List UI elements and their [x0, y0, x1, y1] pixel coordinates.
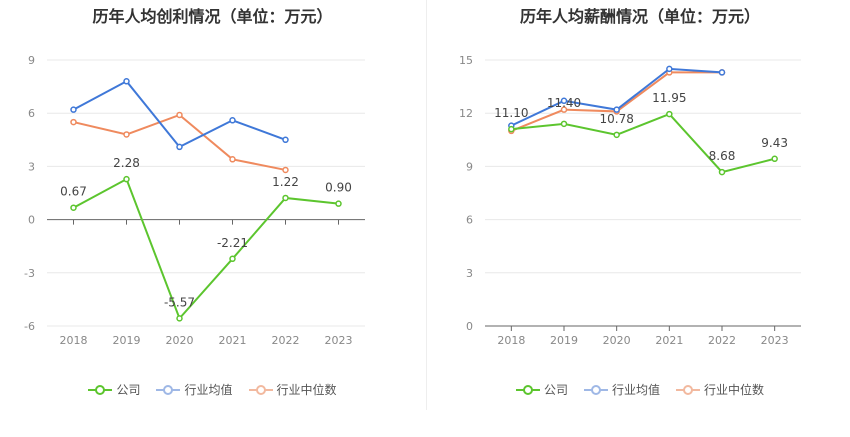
y-tick-label: 3: [28, 160, 35, 173]
x-tick-label: 2019: [113, 334, 141, 347]
data-point: [70, 118, 77, 126]
data-point: [229, 117, 236, 124]
y-tick-label: 6: [466, 214, 473, 227]
profit-chart-panel: 历年人均创利情况（单位：万元） 9 6 3 0 -3 -6 2018 2019 2020 2021…: [0, 7, 425, 398]
data-point: [335, 200, 342, 207]
data-label: -2.21: [217, 236, 248, 250]
y-tick-label: 12: [459, 107, 473, 120]
y-tick-label: 15: [459, 54, 473, 67]
data-point: [282, 194, 289, 202]
data-point: [560, 120, 568, 128]
salary-chart-panel: 历年人均薪酬情况（单位：万元） 15 12 9 6 3 0 2018 2019 2020 2021…: [430, 0, 850, 437]
data-point: [123, 131, 130, 138]
data-point: [718, 69, 726, 76]
x-tick-label: 2018: [497, 334, 525, 347]
data-label: 11.10: [494, 106, 528, 120]
data-point: [176, 111, 183, 119]
legend-item-industry-median[interactable]: 行业中位数: [248, 381, 337, 398]
x-tick-label: 2022: [708, 334, 736, 347]
legend-marker-icon: [248, 384, 273, 395]
x-tick-label: 2018: [60, 334, 88, 347]
data-point: [123, 175, 130, 183]
legend: 公司 行业均值 行业中位数: [430, 381, 850, 398]
panel-divider: [426, 0, 427, 410]
data-point: [123, 78, 130, 85]
profit-chart: 9 6 3 0 -3 -6 2018 2019 2020 2021 2022 2023 0.67 2.28…: [24, 54, 365, 347]
legend-marker-icon: [583, 384, 608, 395]
data-point: [176, 143, 183, 151]
data-point: [70, 106, 77, 113]
x-tick-label: 2022: [272, 334, 300, 347]
data-point: [70, 204, 77, 211]
x-tick-label: 2021: [655, 334, 683, 347]
data-point: [560, 97, 568, 105]
legend-label: 公司: [116, 383, 141, 397]
data-point: [229, 156, 236, 163]
data-label: 10.78: [599, 112, 633, 126]
x-tick-label: 2023: [325, 334, 353, 347]
data-label: 11.40: [547, 96, 581, 110]
data-point: [282, 166, 289, 174]
legend-item-industry-median[interactable]: 行业中位数: [676, 381, 764, 398]
x-tick-label: 2021: [219, 334, 247, 347]
data-label: 9.43: [761, 136, 788, 150]
y-tick-label: -3: [24, 267, 35, 280]
y-tick-label: 3: [466, 267, 473, 280]
series-line: [73, 177, 339, 321]
legend-item-industry-mean[interactable]: 行业均值: [583, 381, 660, 398]
data-label: 0.90: [325, 181, 352, 195]
legend-marker-icon: [156, 384, 181, 395]
data-label: 11.95: [652, 91, 686, 105]
data-label: -5.57: [164, 295, 195, 309]
data-label: 1.22: [272, 175, 299, 189]
series-line: [511, 112, 775, 174]
legend-label: 行业均值: [611, 383, 660, 397]
legend-label: 行业均值: [184, 383, 233, 397]
legend-marker-icon: [88, 384, 113, 395]
x-tick-label: 2019: [550, 334, 578, 347]
y-tick-label: 6: [28, 107, 35, 120]
x-tick-label: 2020: [603, 334, 631, 347]
data-point: [229, 255, 236, 263]
data-point: [560, 106, 568, 113]
legend-item-company[interactable]: 公司: [515, 381, 568, 398]
x-tick-label: 2023: [761, 334, 789, 347]
x-tick-label: 2020: [166, 334, 194, 347]
data-point: [282, 136, 289, 144]
data-point: [176, 315, 183, 322]
legend-label: 行业中位数: [704, 383, 765, 397]
legend: 公司 行业均值 行业中位数: [0, 381, 425, 398]
legend-marker-icon: [676, 384, 700, 395]
y-tick-label: -6: [24, 320, 35, 333]
data-point: [613, 106, 620, 113]
data-point: [718, 168, 726, 176]
legend-item-company[interactable]: 公司: [88, 381, 140, 398]
chart-title: 历年人均创利情况（单位：万元）: [92, 7, 333, 26]
y-tick-label: 0: [466, 320, 473, 333]
legend-label: 行业中位数: [276, 383, 337, 397]
data-label: 0.67: [60, 185, 87, 199]
y-tick-label: 9: [466, 160, 473, 173]
data-point: [613, 131, 620, 139]
data-point: [666, 65, 673, 73]
data-point: [666, 110, 673, 118]
series-line: [73, 113, 286, 171]
legend-item-industry-mean[interactable]: 行业均值: [156, 381, 233, 398]
data-label: 2.28: [113, 156, 140, 170]
salary-chart: 15 12 9 6 3 0 2018 2019 2020 2021 2022 2023 11.10 11.…: [459, 54, 801, 347]
chart-title: 历年人均薪酬情况（单位：万元）: [519, 7, 760, 26]
data-point: [508, 125, 515, 133]
data-label: 8.68: [709, 149, 736, 163]
y-tick-label: 9: [28, 54, 35, 67]
legend-marker-icon: [515, 384, 540, 395]
data-point: [771, 155, 778, 163]
legend-label: 公司: [543, 383, 568, 397]
y-tick-label: 0: [28, 214, 35, 227]
